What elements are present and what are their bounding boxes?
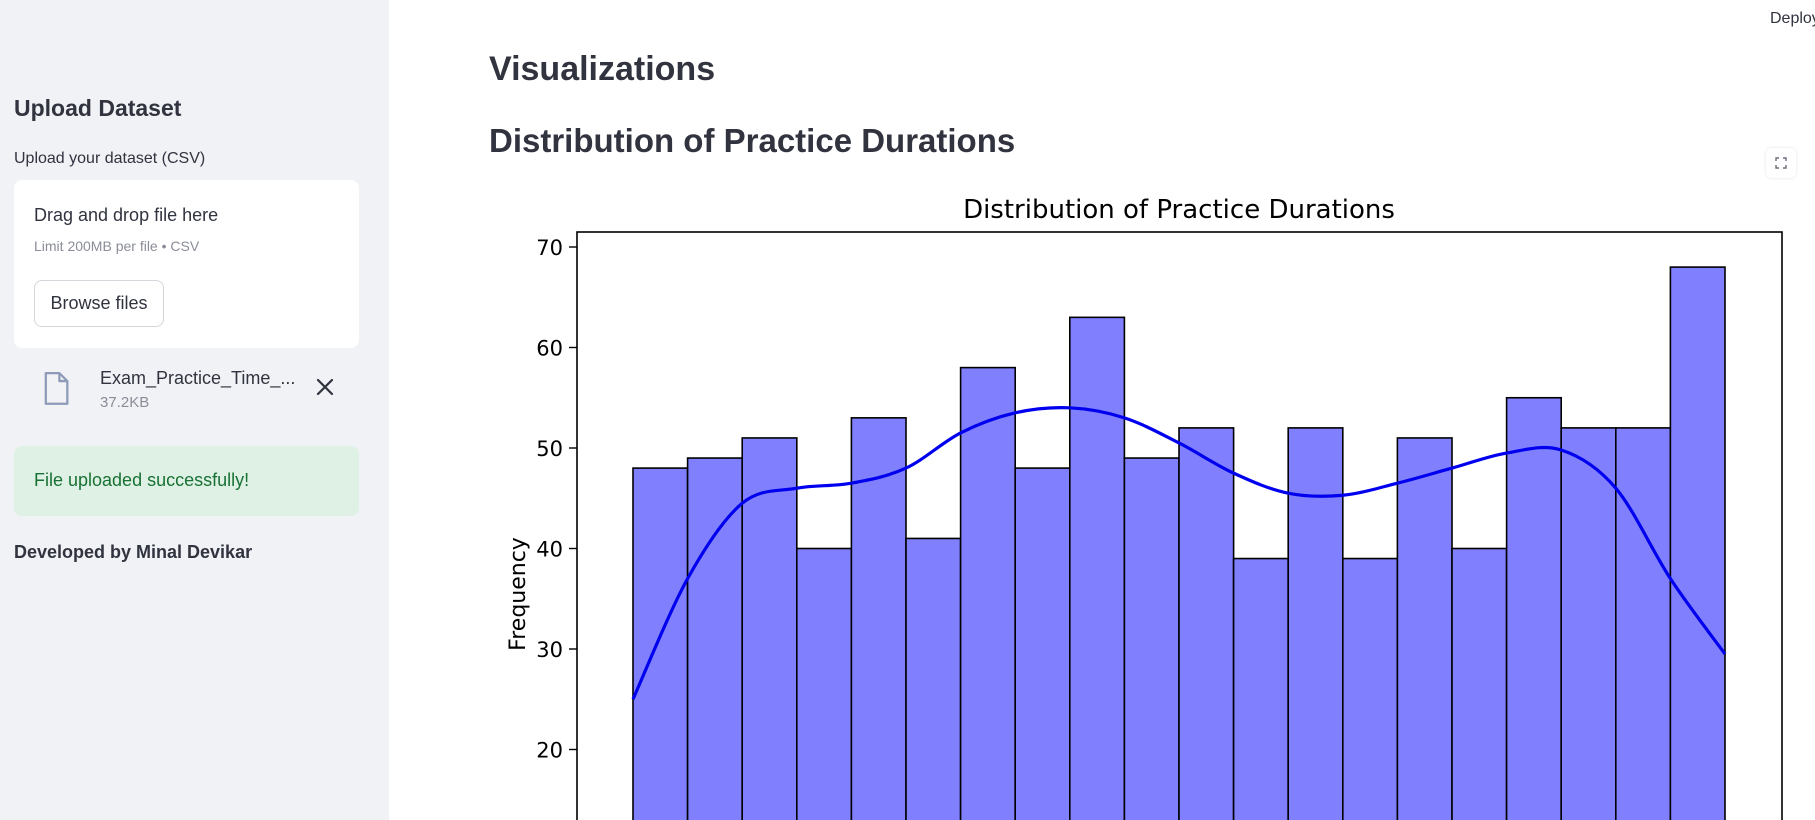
histogram-bar [1560,427,1617,820]
file-icon [44,372,69,405]
developer-credit: Developed by Minal Devikar [14,542,253,562]
histogram-bar [959,366,1017,820]
histogram-bar [905,537,962,820]
histogram-bar [1014,467,1071,820]
uploaded-file: Exam_Practice_Time_... 37.2KB [40,368,350,418]
deploy-button[interactable]: Deploy [1770,10,1815,27]
sidebar: Upload Dataset Upload your dataset (CSV)… [0,0,389,820]
success-alert: File uploaded successfully! [14,446,359,516]
histogram-bar [632,467,689,820]
y-axis-label: Frequency [506,537,531,651]
y-tick-label: 60 [536,337,563,361]
page-heading: Visualizations [489,50,716,88]
histogram-bar [1068,316,1126,820]
dropzone-limit: Limit 200MB per file • CSV [34,238,200,254]
fullscreen-icon [1775,157,1787,169]
file-dropzone[interactable]: Drag and drop file here Limit 200MB per … [14,180,359,348]
section-heading: Distribution of Practice Durations [489,122,1016,159]
upload-label: Upload your dataset (CSV) [14,150,206,167]
kde-line [631,406,1727,700]
file-size: 37.2KB [100,394,150,411]
histogram-bar [686,457,744,820]
histogram-bar [1615,427,1672,820]
plot-frame [576,231,1783,820]
histogram-bar [1669,266,1726,820]
file-name: Exam_Practice_Time_... [100,368,296,388]
y-tick-label: 50 [536,437,563,461]
y-tick-label: 70 [536,236,563,260]
histogram-bar [1341,557,1399,820]
y-tick-label: 40 [536,538,563,562]
histogram-bar [1287,427,1344,820]
histogram-bar [741,437,798,820]
y-tick-label: 20 [536,739,563,763]
success-message: File uploaded successfully! [34,470,250,490]
histogram-bar [850,417,907,820]
fullscreen-button[interactable] [1766,148,1796,178]
histogram-bar [1505,396,1562,820]
histogram-bar [1178,427,1235,820]
histogram-bar [795,547,853,820]
histogram-bar [1123,457,1180,820]
histogram-bar [1396,437,1453,820]
sidebar-title: Upload Dataset [14,95,182,121]
histogram-bar [1232,557,1289,820]
dropzone-title: Drag and drop file here [34,205,219,225]
chart-title: Distribution of Practice Durations [963,195,1395,225]
histogram-bar [1451,547,1508,820]
browse-files-button[interactable]: Browse files [34,280,164,327]
close-icon[interactable] [314,376,336,398]
y-tick-label: 30 [536,638,563,662]
histogram-chart: Distribution of Practice Durations Frequ… [506,195,1783,820]
